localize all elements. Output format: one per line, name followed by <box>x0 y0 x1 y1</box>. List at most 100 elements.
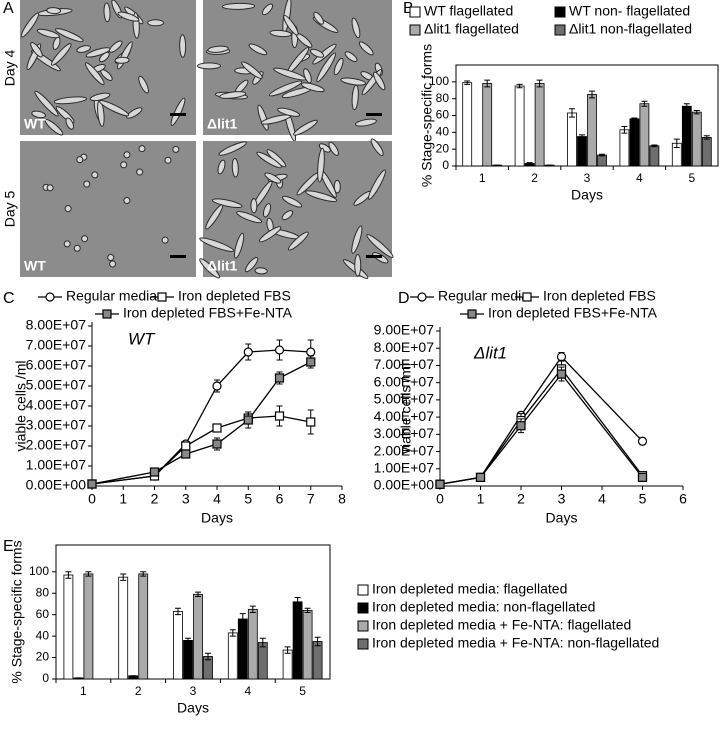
cell <box>63 240 71 248</box>
error-bar <box>569 108 575 118</box>
error-bar <box>249 605 256 614</box>
cell <box>136 168 144 176</box>
bar <box>193 593 203 680</box>
x-tick-label: 3 <box>190 684 197 698</box>
legend-swatch <box>554 24 566 36</box>
cell <box>161 236 169 244</box>
cell <box>117 11 140 22</box>
bar <box>237 618 248 680</box>
bar <box>183 640 193 680</box>
x-tick-label: 5 <box>639 491 647 507</box>
series-line <box>439 355 643 485</box>
error-bar <box>683 103 690 110</box>
panel-letter: D <box>398 290 410 307</box>
cell <box>120 161 128 169</box>
x-tick-label: 2 <box>151 491 159 507</box>
cell <box>355 118 377 127</box>
marker <box>306 347 316 357</box>
cell <box>114 56 130 64</box>
error-bar <box>641 100 648 107</box>
bar <box>292 601 303 680</box>
x-tick-label: 1 <box>477 491 485 507</box>
cell <box>269 29 292 38</box>
legend-label: Iron depleted media: non-flagellated <box>372 599 595 615</box>
cell <box>277 107 301 117</box>
legend-marker <box>522 292 532 302</box>
error-bar <box>703 135 710 140</box>
cell <box>283 14 299 36</box>
error-bar <box>314 636 321 647</box>
legend-swatch <box>409 6 421 18</box>
cell <box>328 141 339 156</box>
bar <box>619 129 630 167</box>
error-bar <box>599 153 605 157</box>
marker <box>212 439 222 449</box>
bar <box>462 82 473 167</box>
legend-marker <box>157 292 167 302</box>
bar <box>639 103 650 167</box>
marker <box>637 436 648 446</box>
y-tick-label: 80 <box>36 585 50 599</box>
cell <box>250 198 258 214</box>
cell <box>312 43 337 65</box>
panel-letter: E <box>3 538 14 555</box>
cell <box>288 231 309 251</box>
cell <box>262 203 272 218</box>
bar <box>587 94 597 167</box>
cell <box>52 36 61 51</box>
cell <box>305 190 338 202</box>
legend-label: Iron depleted FBS+Fe-NTA <box>123 305 293 321</box>
x-tick-label: 5 <box>244 491 252 507</box>
cell <box>264 172 282 184</box>
legend-marker <box>417 292 427 302</box>
micrographs: WT Δlit1 WT Δlit1 <box>20 0 394 279</box>
marker <box>637 472 648 482</box>
error-bar <box>140 571 147 577</box>
bar <box>681 105 692 167</box>
cell <box>248 43 268 56</box>
error-bar <box>185 637 191 644</box>
bar <box>247 608 258 680</box>
x-tick-label: 3 <box>558 491 566 507</box>
x-tick-label: 0 <box>88 491 96 507</box>
cell <box>73 244 81 252</box>
cell <box>99 51 110 63</box>
x-tick-label: 0 <box>436 491 444 507</box>
y-tick-label: 80 <box>436 91 450 105</box>
y-tick-label: 0.00E+00 <box>374 477 435 493</box>
x-axis-label: Days <box>571 187 603 203</box>
y-tick-label: 1.00E+07 <box>374 459 435 475</box>
marker <box>274 411 285 421</box>
cell <box>373 71 386 91</box>
series-line <box>439 373 644 485</box>
legend-label: Iron depleted media + Fe-NTA: flagellate… <box>372 617 631 633</box>
bar <box>257 642 268 680</box>
cell <box>370 138 384 157</box>
cell <box>207 45 229 53</box>
cell <box>85 47 111 58</box>
y-tick-label: 60 <box>436 108 450 122</box>
legend-label: Iron depleted FBS+Fe-NTA <box>488 305 658 321</box>
cell <box>368 169 386 200</box>
y-tick-label: 4.00E+07 <box>374 408 435 424</box>
cell <box>30 42 43 58</box>
cell <box>300 82 325 93</box>
cell <box>197 62 222 70</box>
image-label: WT <box>24 258 46 274</box>
y-tick-label: 9.00E+07 <box>374 322 435 338</box>
error-bar <box>526 162 533 165</box>
bar <box>567 112 577 167</box>
cell <box>65 117 75 130</box>
bar <box>629 118 640 167</box>
y-tick-label: 40 <box>436 125 450 139</box>
cell <box>221 2 256 10</box>
marker <box>149 467 160 477</box>
marker <box>516 421 526 431</box>
y-tick-label: 3.00E+07 <box>374 425 435 441</box>
cell <box>46 184 54 192</box>
error-bar <box>579 134 585 139</box>
cell <box>83 180 91 188</box>
marker <box>435 479 445 489</box>
cell <box>172 145 180 153</box>
cell <box>366 234 394 259</box>
